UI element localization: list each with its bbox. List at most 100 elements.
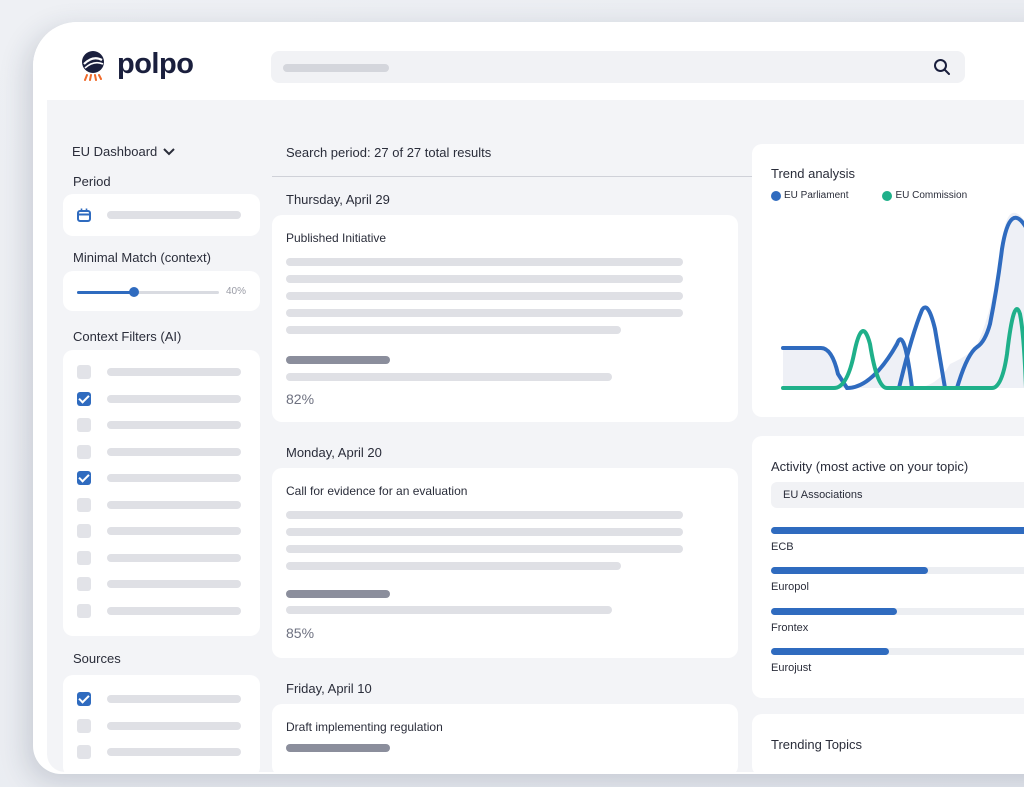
text-placeholder bbox=[286, 744, 390, 752]
search-input[interactable] bbox=[271, 51, 965, 83]
result-date: Monday, April 20 bbox=[286, 445, 382, 460]
filter-label-placeholder bbox=[107, 553, 241, 562]
text-placeholder bbox=[286, 511, 683, 519]
result-title: Call for evidence for an evaluation bbox=[286, 484, 468, 498]
filter-checkbox[interactable] bbox=[77, 745, 91, 759]
result-card[interactable]: Draft implementing regulation bbox=[272, 704, 738, 774]
filter-label-placeholder bbox=[107, 421, 241, 429]
content-area: EU Dashboard Period Minimal Match (conte… bbox=[47, 100, 1024, 774]
filter-checkbox[interactable] bbox=[77, 497, 91, 512]
app-name: polpo bbox=[117, 48, 194, 80]
legend-item: EU Commission bbox=[882, 190, 967, 201]
activity-label: Eurojust bbox=[771, 662, 812, 674]
chart-legend: EU Parliament EU Commission bbox=[771, 190, 967, 201]
trending-topics-panel[interactable]: Trending Topics bbox=[752, 714, 1024, 774]
filter-checkbox[interactable] bbox=[77, 550, 91, 565]
filter-label-placeholder bbox=[107, 606, 241, 615]
match-percentage: 82% bbox=[286, 391, 315, 407]
dashboard-selector[interactable]: EU Dashboard bbox=[72, 144, 175, 159]
trend-analysis-panel: Trend analysis EU Parliament EU Commissi… bbox=[752, 144, 1024, 417]
search-icon[interactable] bbox=[933, 58, 951, 76]
activity-bar-fill bbox=[771, 567, 928, 574]
filter-label-placeholder bbox=[107, 447, 241, 456]
top-bar: polpo bbox=[33, 22, 1024, 100]
filter-label-placeholder bbox=[107, 500, 241, 509]
result-date: Friday, April 10 bbox=[286, 681, 372, 696]
result-date: Thursday, April 29 bbox=[286, 192, 390, 207]
filter-checkbox[interactable] bbox=[77, 365, 91, 379]
activity-label: ECB bbox=[771, 541, 794, 553]
minimal-match-label: Minimal Match (context) bbox=[73, 250, 211, 265]
search-placeholder bbox=[283, 64, 389, 72]
period-value bbox=[107, 211, 241, 219]
slider-value: 40% bbox=[226, 286, 247, 297]
text-placeholder bbox=[286, 326, 621, 334]
filter-checkbox[interactable] bbox=[77, 692, 91, 706]
match-percentage: 85% bbox=[286, 625, 315, 641]
filter-label-placeholder bbox=[107, 368, 241, 376]
activity-bar-fill bbox=[771, 608, 897, 615]
filter-checkbox[interactable] bbox=[77, 718, 91, 733]
slider-track[interactable] bbox=[77, 291, 219, 294]
results-header: Search period: 27 of 27 total results bbox=[286, 145, 492, 160]
text-placeholder bbox=[286, 309, 683, 317]
activity-bar-track bbox=[771, 527, 1024, 534]
polpo-logo-icon bbox=[82, 50, 104, 81]
app-window: polpo EU Dashboard Period bbox=[33, 22, 1024, 774]
filter-checkbox[interactable] bbox=[77, 471, 91, 485]
filter-checkbox[interactable] bbox=[77, 603, 91, 618]
activity-filter-chip[interactable]: EU Associations bbox=[771, 482, 1024, 508]
activity-title: Activity (most active on your topic) bbox=[771, 459, 969, 474]
activity-bar-fill bbox=[771, 648, 889, 655]
sources-list bbox=[63, 675, 260, 774]
activity-bar-track bbox=[771, 648, 1024, 655]
activity-panel: Activity (most active on your topic) EU … bbox=[752, 436, 1024, 698]
text-placeholder bbox=[286, 590, 390, 598]
activity-bar-track bbox=[771, 608, 1024, 615]
result-title: Draft implementing regulation bbox=[286, 720, 443, 734]
minimal-match-slider[interactable]: 40% bbox=[63, 271, 260, 311]
commission-line bbox=[781, 307, 1024, 390]
result-card[interactable]: Call for evidence for an evaluation 85% bbox=[272, 468, 738, 658]
legend-dot bbox=[882, 190, 893, 201]
calendar-icon bbox=[77, 208, 91, 222]
activity-label: Frontex bbox=[771, 622, 809, 634]
slider-handle[interactable] bbox=[129, 287, 139, 297]
logo[interactable]: polpo bbox=[79, 48, 194, 81]
text-placeholder bbox=[286, 528, 683, 536]
legend-item: EU Parliament bbox=[771, 190, 848, 201]
filter-label-placeholder bbox=[107, 527, 241, 535]
legend-label: EU Commission bbox=[895, 190, 968, 201]
filter-checkbox[interactable] bbox=[77, 418, 91, 432]
filter-label-placeholder bbox=[107, 474, 241, 482]
slider-fill bbox=[77, 291, 134, 294]
period-label: Period bbox=[73, 174, 111, 189]
context-filters-label: Context Filters (AI) bbox=[73, 329, 182, 344]
text-placeholder bbox=[286, 292, 683, 300]
filter-label-placeholder bbox=[107, 721, 241, 730]
chevron-down-icon bbox=[163, 147, 175, 155]
context-filters-list bbox=[63, 350, 260, 636]
filter-checkbox[interactable] bbox=[77, 577, 91, 591]
sources-label: Sources bbox=[73, 651, 121, 666]
legend-label: EU Parliament bbox=[784, 190, 849, 201]
parliament-line bbox=[955, 215, 1024, 390]
text-placeholder bbox=[286, 373, 612, 381]
trending-title: Trending Topics bbox=[771, 737, 863, 752]
dashboard-label: EU Dashboard bbox=[72, 144, 158, 159]
result-card[interactable]: Published Initiative 82% bbox=[272, 215, 738, 422]
filter-label-placeholder bbox=[107, 748, 241, 756]
parliament-line bbox=[897, 305, 947, 390]
parliament-line bbox=[781, 337, 914, 391]
filter-checkbox[interactable] bbox=[77, 524, 91, 538]
filter-checkbox[interactable] bbox=[77, 444, 91, 459]
text-placeholder bbox=[286, 275, 683, 283]
period-picker[interactable] bbox=[63, 194, 260, 236]
activity-bar-track bbox=[771, 567, 1024, 574]
text-placeholder bbox=[286, 562, 621, 570]
trend-chart bbox=[781, 212, 1024, 391]
text-placeholder bbox=[286, 356, 390, 364]
filter-checkbox[interactable] bbox=[77, 391, 91, 406]
text-placeholder bbox=[286, 606, 612, 614]
filter-label-placeholder bbox=[107, 394, 241, 403]
